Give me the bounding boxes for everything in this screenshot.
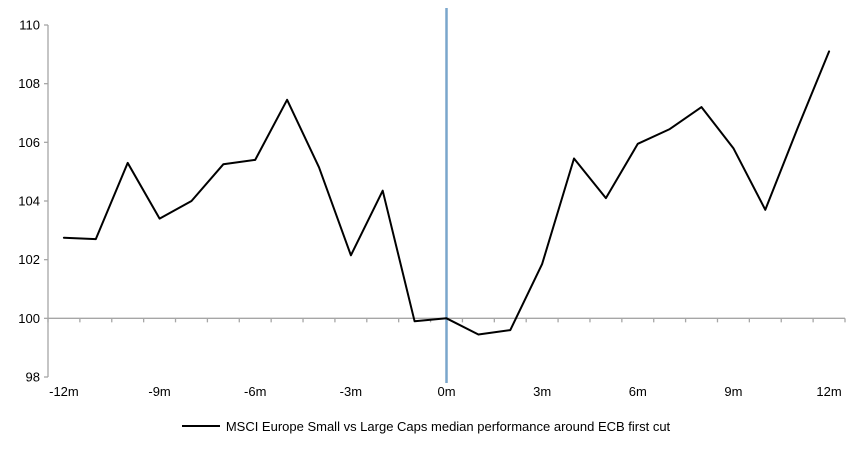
series-line [62, 50, 831, 336]
legend: MSCI Europe Small vs Large Caps median p… [0, 417, 852, 435]
x-tick-label: 9m [724, 384, 742, 399]
x-tick-label: 0m [437, 384, 455, 399]
y-tick-label: 108 [18, 76, 40, 91]
y-tick-label: 104 [18, 194, 40, 209]
y-tick-label: 100 [18, 311, 40, 326]
y-tick-label: 110 [19, 18, 40, 33]
x-tick-label: 6m [629, 384, 647, 399]
legend-label: MSCI Europe Small vs Large Caps median p… [225, 418, 671, 434]
x-tick-label: -3m [340, 384, 362, 399]
legend-line-marker [181, 425, 220, 427]
x-tick-label: -9m [148, 384, 170, 399]
x-tick-label: 3m [533, 384, 551, 399]
x-tick-label: -12m [49, 384, 79, 399]
y-tick-label: 98 [26, 370, 40, 385]
y-tick-label: 106 [18, 135, 40, 150]
x-tick-label: 12m [816, 384, 841, 399]
y-tick-label: 102 [18, 252, 40, 267]
x-tick-label: -6m [244, 384, 266, 399]
